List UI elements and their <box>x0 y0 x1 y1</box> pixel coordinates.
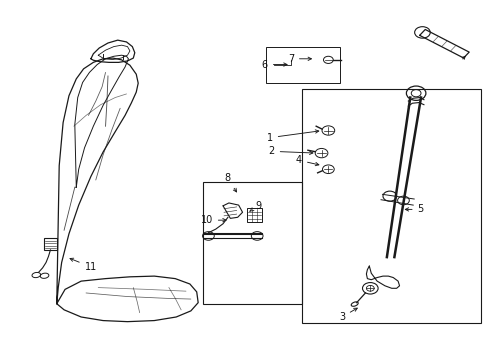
Text: 8: 8 <box>224 173 236 192</box>
Text: 7: 7 <box>287 54 311 64</box>
Text: 3: 3 <box>338 308 357 322</box>
Text: 2: 2 <box>268 146 312 156</box>
Text: 4: 4 <box>295 155 318 166</box>
Bar <box>302 89 480 323</box>
Text: 6: 6 <box>261 59 286 69</box>
Bar <box>43 238 57 250</box>
Bar <box>203 182 302 304</box>
Text: 9: 9 <box>249 201 261 211</box>
Bar <box>266 47 339 83</box>
Text: 1: 1 <box>266 130 318 143</box>
Text: 11: 11 <box>70 258 97 272</box>
Text: 5: 5 <box>405 204 423 215</box>
Text: 10: 10 <box>200 215 225 225</box>
Bar <box>246 208 261 222</box>
